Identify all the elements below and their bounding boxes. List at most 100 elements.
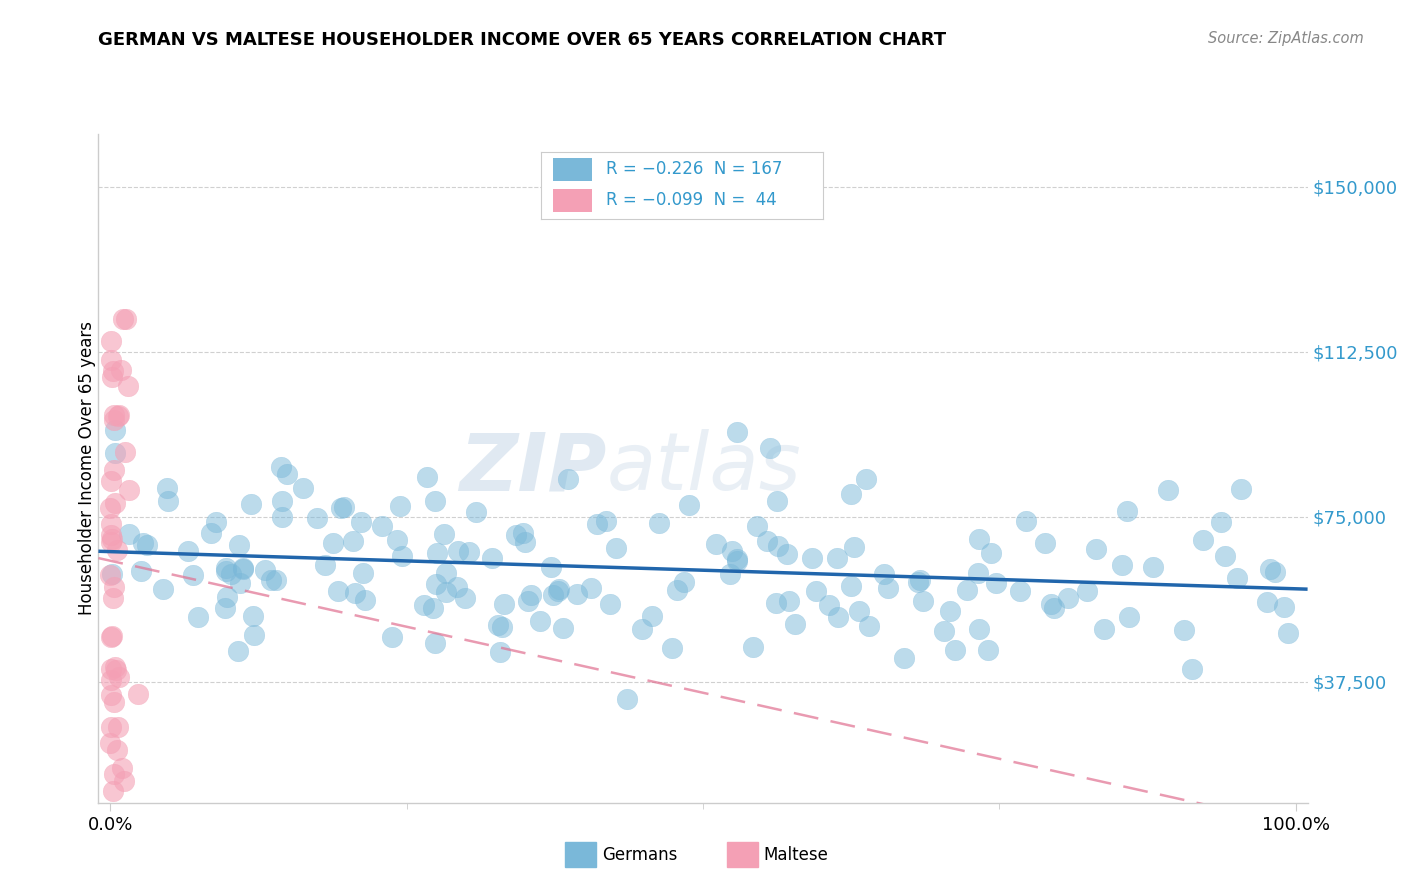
Point [1209, 515, 1232, 529]
Point [519, 588, 541, 602]
Point [956, 582, 979, 597]
Point [118, 483, 141, 497]
Point [1014, 514, 1036, 528]
Point [305, 510, 328, 524]
Point [118, 527, 141, 541]
Point [105, 663, 128, 677]
Point [512, 525, 534, 540]
Point [492, 597, 515, 611]
Point [839, 579, 862, 593]
Point [434, 584, 457, 599]
Point [505, 528, 527, 542]
Point [129, 565, 152, 579]
Text: R = −0.226  N = 167: R = −0.226 N = 167 [606, 161, 782, 178]
Point [1111, 558, 1133, 572]
Point [579, 581, 602, 595]
Point [101, 591, 124, 606]
Point [104, 423, 127, 437]
Point [661, 641, 683, 656]
Point [778, 593, 800, 607]
Point [425, 576, 447, 591]
Point [342, 534, 364, 549]
Point [100, 475, 122, 489]
Point [1057, 591, 1080, 606]
Point [385, 533, 408, 548]
Point [112, 773, 135, 788]
Point [943, 643, 966, 657]
Point [422, 600, 444, 615]
Point [858, 618, 880, 632]
Point [1226, 571, 1249, 585]
Point [329, 500, 352, 515]
Point [907, 575, 929, 590]
Point [100, 568, 122, 582]
Point [586, 516, 609, 531]
Point [103, 413, 125, 427]
Point [114, 444, 136, 458]
Y-axis label: Householder Income Over 65 years: Householder Income Over 65 years [79, 321, 96, 615]
Point [481, 551, 503, 566]
Point [239, 497, 262, 511]
Point [785, 617, 807, 632]
Point [1272, 600, 1295, 615]
Point [876, 581, 898, 595]
Point [565, 587, 588, 601]
Point [98, 500, 121, 515]
Point [100, 516, 122, 531]
Point [1008, 584, 1031, 599]
Point [391, 549, 413, 563]
Point [214, 601, 236, 615]
Point [547, 583, 569, 598]
Point [557, 472, 579, 486]
Point [100, 688, 122, 702]
Point [1277, 626, 1299, 640]
Point [292, 481, 315, 495]
Point [103, 408, 125, 422]
Point [486, 618, 509, 632]
Point [1180, 662, 1202, 676]
Point [827, 610, 849, 624]
Point [911, 594, 934, 608]
Point [908, 573, 931, 587]
Point [254, 563, 277, 577]
Point [1230, 482, 1253, 496]
Point [270, 509, 292, 524]
Point [370, 518, 392, 533]
Point [967, 622, 990, 636]
Point [111, 311, 134, 326]
Point [100, 630, 122, 644]
Point [242, 609, 264, 624]
Point [977, 643, 1000, 657]
Point [352, 566, 374, 580]
Point [105, 543, 128, 558]
Point [100, 534, 122, 549]
Point [721, 543, 744, 558]
Point [103, 767, 125, 781]
Point [1076, 583, 1098, 598]
Point [132, 535, 155, 549]
Point [932, 624, 955, 638]
Point [673, 575, 696, 590]
Point [666, 582, 689, 597]
Point [1256, 595, 1278, 609]
Text: atlas: atlas [606, 429, 801, 508]
Point [513, 535, 536, 549]
Point [457, 545, 479, 559]
Point [640, 608, 662, 623]
Point [226, 644, 249, 658]
Point [117, 379, 139, 393]
Point [648, 516, 671, 530]
Text: R = −0.099  N =  44: R = −0.099 N = 44 [606, 191, 776, 209]
Point [766, 494, 789, 508]
Point [183, 567, 205, 582]
Point [839, 486, 862, 500]
Point [110, 362, 132, 376]
Point [219, 566, 242, 581]
Point [454, 591, 477, 605]
Text: Germans: Germans [602, 846, 678, 863]
Point [322, 536, 344, 550]
Point [232, 561, 254, 575]
Point [631, 623, 654, 637]
Point [529, 614, 551, 628]
Point [100, 353, 122, 368]
